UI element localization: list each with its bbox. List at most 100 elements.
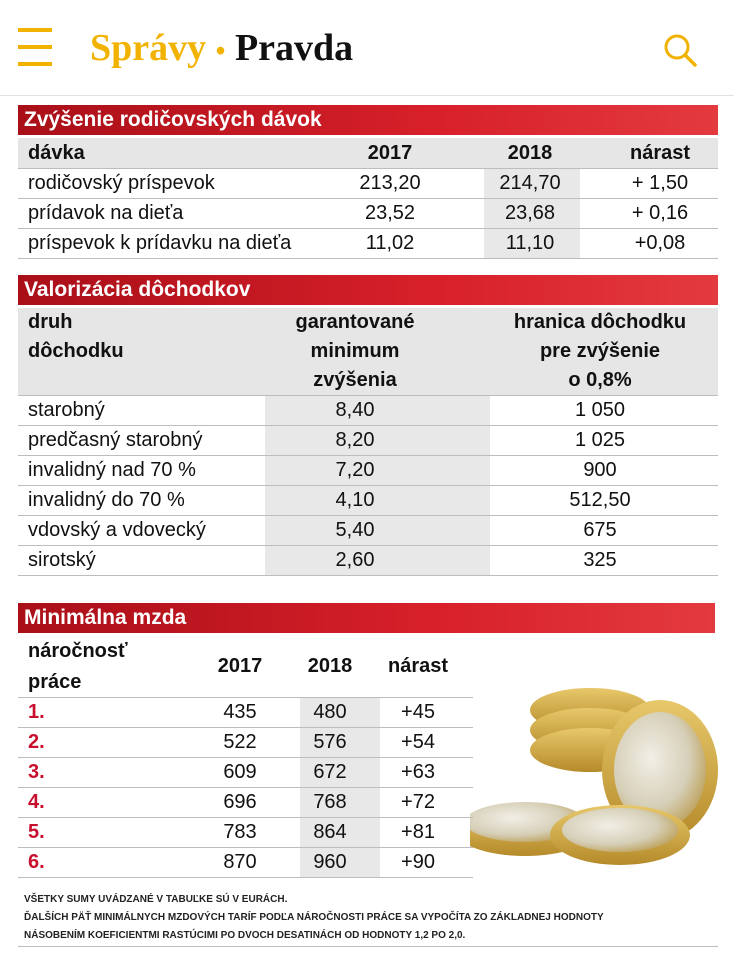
row-divider — [18, 395, 718, 396]
column-header: o 0,8% — [568, 369, 632, 391]
row-divider — [18, 228, 718, 229]
table-cell: 2,60 — [335, 549, 375, 571]
table-cell: 672 — [313, 761, 347, 783]
row-divider — [18, 877, 473, 878]
brand-name: Pravda — [234, 27, 354, 69]
column-header: 2018 — [507, 142, 553, 164]
table-cell: +72 — [401, 791, 435, 813]
table-cell: rodičovský príspevok — [28, 172, 215, 194]
separator: • — [215, 36, 226, 67]
table-cell: +90 — [401, 851, 435, 873]
column-header: nárast — [629, 142, 691, 164]
table-cell: 900 — [583, 459, 617, 481]
table-cell: 5,40 — [335, 519, 375, 541]
table-cell: 480 — [313, 701, 347, 723]
table-cell: 960 — [313, 851, 347, 873]
column-header: minimum — [310, 340, 400, 362]
row-divider — [18, 946, 718, 947]
column-header: dôchodku — [28, 340, 124, 362]
table-cell: sirotský — [28, 549, 96, 571]
column-header: práce — [28, 671, 82, 693]
column-header: náročnosť — [28, 640, 128, 662]
rank-label: 1. — [28, 701, 45, 723]
column-header: dávka — [28, 142, 85, 164]
table-cell: 609 — [223, 761, 257, 783]
footnote: VŠETKY SUMY UVÁDZANÉ V TABUĽKE SÚ V EURÁ… — [24, 894, 288, 905]
table-cell: invalidný do 70 % — [28, 489, 185, 511]
section-title: Zvýšenie rodičovských dávok — [18, 105, 718, 135]
table-cell: +63 — [401, 761, 435, 783]
table-cell: 696 — [223, 791, 257, 813]
table-cell: +45 — [401, 701, 435, 723]
column-header: 2018 — [307, 655, 353, 677]
row-divider — [18, 515, 718, 516]
rank-label: 4. — [28, 791, 45, 813]
table-cell: 325 — [583, 549, 617, 571]
row-divider — [18, 198, 718, 199]
row-divider — [18, 757, 473, 758]
column-header: nárast — [387, 655, 449, 677]
row-divider — [18, 847, 473, 848]
row-divider — [18, 787, 473, 788]
menu-button[interactable] — [18, 28, 52, 68]
table-cell: 1 050 — [574, 399, 626, 421]
section-title: Minimálna mzda — [18, 603, 715, 633]
table-cell: 522 — [223, 731, 257, 753]
row-divider — [18, 168, 718, 169]
coins-illustration — [470, 688, 718, 865]
row-divider — [18, 455, 718, 456]
table-cell: 1 025 — [574, 429, 626, 451]
column-header: druh — [28, 311, 73, 333]
row-divider — [18, 425, 718, 426]
header-row — [18, 308, 718, 395]
table-cell: 8,40 — [335, 399, 375, 421]
table-cell: + 1,50 — [631, 172, 689, 194]
table-cell: +54 — [401, 731, 435, 753]
logo[interactable]: Správy • Pravda — [90, 24, 353, 76]
table-cell: 23,68 — [504, 202, 556, 224]
menu-line — [18, 62, 52, 66]
section-title: Valorizácia dôchodkov — [18, 275, 718, 305]
search-button[interactable] — [662, 32, 698, 68]
header-row — [18, 138, 718, 168]
table-cell: +81 — [401, 821, 435, 843]
table-cell: 512,50 — [569, 489, 631, 511]
rank-label: 2. — [28, 731, 45, 753]
row-divider — [18, 485, 718, 486]
rank-label: 3. — [28, 761, 45, 783]
column-header: pre zvýšenie — [539, 340, 661, 362]
table-cell: invalidný nad 70 % — [28, 459, 196, 481]
footnote: ĎALŠÍCH PÄŤ MINIMÁLNYCH MZDOVÝCH TARÍF P… — [24, 912, 604, 923]
table-cell: 214,70 — [499, 172, 561, 194]
table-cell: 870 — [223, 851, 257, 873]
row-divider — [18, 697, 473, 698]
table-cell: + 0,16 — [631, 202, 689, 224]
column-header: 2017 — [367, 142, 413, 164]
table-cell: 11,02 — [365, 232, 415, 254]
section-name: Správy — [90, 27, 207, 69]
table-cell: príspevok k prídavku na dieťa — [28, 232, 292, 254]
table-cell: vdovský a vdovecký — [28, 519, 206, 541]
row-divider — [18, 545, 718, 546]
row-divider — [18, 727, 473, 728]
table-cell: 7,20 — [335, 459, 375, 481]
row-divider — [18, 258, 718, 259]
table-cell: predčasný starobný — [28, 429, 203, 451]
table-cell: 213,20 — [359, 172, 421, 194]
rank-label: 6. — [28, 851, 45, 873]
table-cell: 435 — [223, 701, 257, 723]
row-divider — [18, 817, 473, 818]
menu-line — [18, 45, 52, 49]
table-cell: 576 — [313, 731, 347, 753]
column-header: hranica dôchodku — [513, 311, 687, 333]
table-cell: prídavok na dieťa — [28, 202, 184, 224]
table-cell: +0,08 — [634, 232, 686, 254]
menu-line — [18, 28, 52, 32]
table-cell: 768 — [313, 791, 347, 813]
footnote: NÁSOBENÍM KOEFICIENTMI RASTÚCIMI PO DVOC… — [24, 930, 466, 941]
table-cell: starobný — [28, 399, 105, 421]
table-cell: 8,20 — [335, 429, 375, 451]
table-cell: 11,10 — [505, 232, 555, 254]
search-icon — [683, 53, 697, 67]
